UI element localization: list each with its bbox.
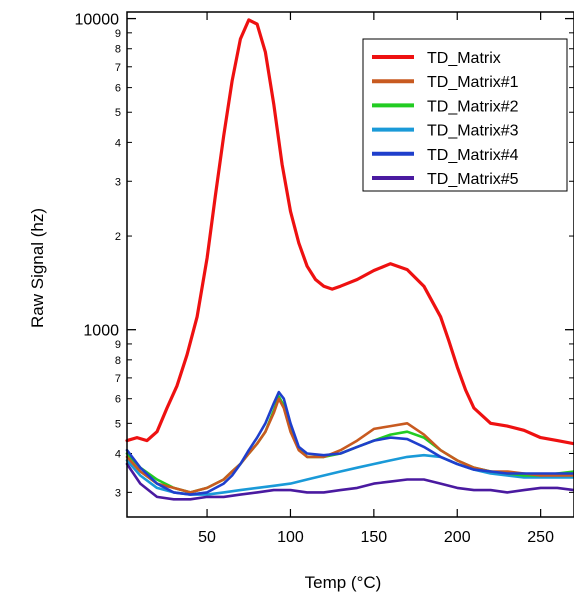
y-axis-title: Raw Signal (hz)	[28, 208, 47, 328]
series-line-6	[125, 462, 574, 501]
legend-label: TD_Matrix#5	[427, 171, 519, 188]
y-minor-tick-label: 3	[115, 487, 121, 499]
plot-frame	[126, 11, 574, 518]
series-line-5	[125, 390, 574, 496]
y-minor-tick-label: 7	[115, 62, 121, 74]
y-minor-tick-label: 9	[115, 339, 121, 351]
y-minor-tick-label: 8	[115, 355, 121, 367]
y-minor-tick-label: 2	[115, 231, 121, 243]
legend-label: TD_Matrix#3	[427, 123, 519, 140]
axis-ticks: 50 100 150 200 250 1000 10000 3 4 5 6 7 8 9 2 3 4 5 6 7 8 9	[75, 12, 574, 546]
y-minor-tick-label: 6	[115, 83, 121, 95]
x-tick-label: 100	[277, 529, 304, 546]
x-tick-label: 250	[527, 529, 554, 546]
series-lines	[125, 18, 574, 501]
y-minor-tick-label: 5	[115, 418, 121, 430]
y-major-tick-label: 10000	[75, 12, 120, 29]
series-line-2	[125, 397, 574, 494]
y-minor-tick-label: 3	[115, 176, 121, 188]
legend-box	[362, 38, 568, 192]
y-minor-tick-label: 7	[115, 373, 121, 385]
y-minor-tick-label: 5	[115, 107, 121, 119]
legend: TD_Matrix TD_Matrix#1 TD_Matrix#2 TD_Matrix…	[362, 38, 568, 192]
legend-label: TD_Matrix#2	[427, 98, 519, 115]
legend-label: TD_Matrix#4	[427, 147, 519, 164]
y-minor-tick-label: 6	[115, 394, 121, 406]
y-minor-tick-label: 4	[115, 448, 121, 460]
y-major-tick-label: 1000	[83, 323, 119, 340]
x-tick-label: 150	[360, 529, 387, 546]
x-axis-title: Temp (°C)	[305, 573, 382, 592]
y-minor-tick-label: 8	[115, 44, 121, 56]
legend-label: TD_Matrix	[427, 50, 501, 67]
x-tick-label: 200	[444, 529, 471, 546]
legend-label: TD_Matrix#1	[427, 74, 519, 91]
y-minor-tick-label: 4	[115, 137, 121, 149]
y-minor-tick-label: 9	[115, 28, 121, 40]
x-tick-label: 50	[198, 529, 216, 546]
series-line-1	[125, 18, 574, 446]
